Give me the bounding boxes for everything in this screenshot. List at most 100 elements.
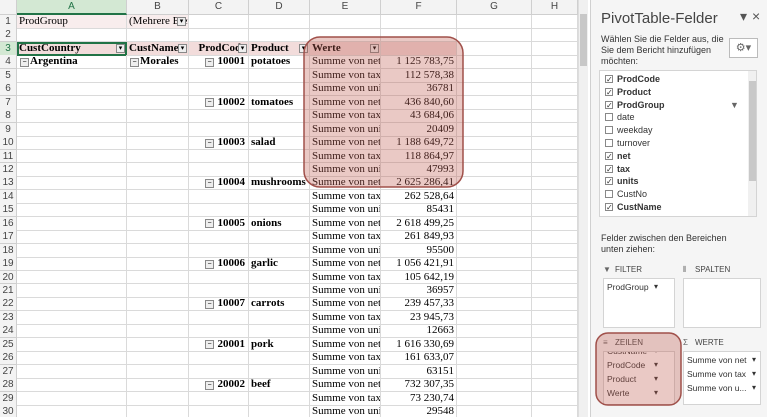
cell[interactable] [127, 68, 189, 83]
cell[interactable]: 2 625 286,41 [381, 176, 457, 191]
row-header[interactable]: 2 [0, 28, 17, 43]
cell[interactable] [457, 55, 532, 70]
cell[interactable]: 29548 [381, 405, 457, 417]
row-header[interactable]: 3 [0, 41, 17, 56]
cell[interactable] [532, 405, 578, 417]
filter-dropdown[interactable]: ▾ [177, 17, 186, 26]
cell[interactable] [189, 28, 249, 43]
cell[interactable] [127, 324, 189, 339]
item-arrow[interactable]: ▾ [752, 355, 757, 364]
cell[interactable] [532, 364, 578, 379]
cell[interactable] [532, 15, 578, 29]
field-name[interactable]: net [617, 150, 631, 161]
cell[interactable] [532, 149, 578, 164]
cell[interactable] [189, 270, 249, 285]
cell[interactable] [189, 230, 249, 245]
cell[interactable] [532, 203, 578, 218]
cell[interactable] [17, 82, 127, 97]
cell[interactable] [189, 364, 249, 379]
cell[interactable]: potatoes [249, 55, 310, 70]
cell[interactable] [532, 176, 578, 191]
cell[interactable] [457, 41, 532, 56]
cell[interactable]: 2 618 499,25 [381, 216, 457, 231]
cell[interactable]: 85431 [381, 203, 457, 218]
cell[interactable] [17, 391, 127, 406]
cell[interactable] [127, 230, 189, 245]
cell[interactable] [189, 351, 249, 366]
item-arrow[interactable]: ▾ [752, 383, 757, 392]
cell[interactable] [17, 337, 127, 352]
column-header[interactable]: C [189, 0, 249, 15]
cell[interactable]: Summe von units [310, 284, 381, 298]
cell[interactable] [457, 257, 532, 272]
cell[interactable]: CustName [127, 41, 189, 56]
cell[interactable] [127, 243, 189, 258]
cell[interactable] [127, 136, 189, 150]
cell[interactable] [127, 82, 189, 97]
cell[interactable]: 43 684,06 [381, 109, 457, 124]
cell[interactable]: 10006 [189, 257, 249, 272]
field-name[interactable]: date [617, 112, 635, 123]
cell[interactable]: 36957 [381, 284, 457, 298]
cell[interactable]: 1 125 783,75 [381, 55, 457, 70]
collapse-button[interactable]: − [205, 340, 214, 350]
collapse-button[interactable]: − [20, 57, 29, 67]
cell[interactable]: 261 849,93 [381, 230, 457, 245]
column-header[interactable]: D [249, 0, 310, 15]
field-name[interactable]: CustNo [617, 189, 648, 200]
field-name[interactable]: tax [617, 163, 631, 174]
checkbox[interactable]: ✓ [605, 87, 613, 96]
cell[interactable] [532, 297, 578, 312]
cell[interactable]: tomatoes [249, 95, 310, 110]
cell[interactable] [457, 243, 532, 258]
checkbox[interactable]: ✓ [605, 75, 613, 83]
row-header[interactable]: 30 [0, 405, 17, 417]
cell[interactable] [127, 216, 189, 231]
cell[interactable] [189, 324, 249, 339]
cell[interactable] [127, 364, 189, 379]
cell[interactable] [17, 176, 127, 191]
cell[interactable] [189, 391, 249, 406]
cell[interactable]: 105 642,19 [381, 270, 457, 285]
cell[interactable] [457, 337, 532, 352]
cell[interactable] [532, 41, 578, 56]
filter-dropdown[interactable]: ▾ [370, 43, 379, 53]
cell[interactable] [457, 378, 532, 393]
cell[interactable]: 1 616 330,69 [381, 337, 457, 352]
cell[interactable] [457, 270, 532, 285]
cell[interactable] [532, 28, 578, 43]
cell[interactable]: 10002 [189, 95, 249, 110]
row-header[interactable]: 26 [0, 351, 17, 366]
cell[interactable] [189, 189, 249, 204]
field-name[interactable]: CustPostCode [617, 215, 675, 216]
column-header[interactable]: G [457, 0, 532, 15]
cell[interactable]: Summe von tax [310, 149, 381, 164]
cell[interactable] [249, 351, 310, 366]
cell[interactable]: ProdGroup [17, 15, 127, 29]
checkbox[interactable] [605, 126, 613, 135]
field-name[interactable]: Product [617, 86, 652, 97]
row-header[interactable]: 29 [0, 391, 17, 406]
cell[interactable] [17, 378, 127, 393]
cell[interactable] [249, 230, 310, 245]
cell[interactable] [249, 162, 310, 177]
cell[interactable] [532, 122, 578, 137]
cell[interactable] [457, 391, 532, 406]
close-button[interactable]: × [752, 8, 761, 24]
cell[interactable] [532, 136, 578, 150]
row-header[interactable]: 13 [0, 176, 17, 191]
cell[interactable] [189, 149, 249, 164]
cell[interactable]: 1 056 421,91 [381, 257, 457, 272]
collapse-button[interactable]: − [205, 259, 214, 269]
area-item[interactable]: Summe von tax [687, 369, 757, 380]
cell[interactable] [381, 15, 457, 29]
cell[interactable] [532, 68, 578, 83]
cell[interactable] [17, 122, 127, 137]
cell[interactable] [532, 82, 578, 97]
cell[interactable]: Summe von net [310, 216, 381, 231]
cell[interactable] [189, 15, 249, 29]
cell[interactable]: 47993 [381, 162, 457, 177]
cell[interactable] [249, 324, 310, 339]
cell[interactable] [127, 95, 189, 110]
checkbox[interactable] [605, 139, 613, 147]
